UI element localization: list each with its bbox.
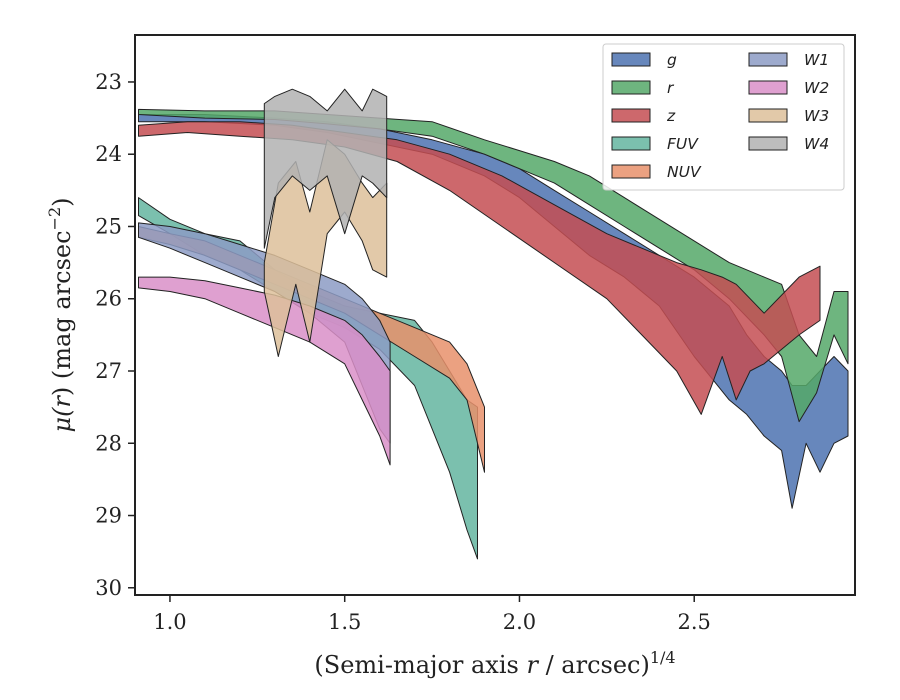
band-z bbox=[138, 121, 821, 415]
legend-label-nuv: NUV bbox=[667, 163, 702, 181]
x-axis-title: (Semi-major axis r / arcsec)1/4 bbox=[314, 648, 675, 679]
legend-label-g: g bbox=[667, 51, 677, 69]
legend-label-z: z bbox=[666, 107, 676, 125]
x-tick-label: 1.0 bbox=[153, 610, 186, 634]
y-tick-label: 25 bbox=[95, 214, 122, 238]
legend-label-w4: W4 bbox=[804, 135, 829, 153]
legend-swatch-fuv bbox=[611, 136, 651, 151]
legend-swatch-z bbox=[611, 108, 651, 123]
legend-swatch-g bbox=[611, 52, 651, 67]
band-r bbox=[138, 108, 849, 423]
axis-ticks: 1.0 1.5 2.0 2.5 23 24 25 26 27 28 29 30 bbox=[95, 70, 711, 634]
legend-swatch-w4 bbox=[748, 136, 788, 151]
x-tick-label: 1.5 bbox=[328, 610, 361, 634]
band-w4 bbox=[263, 88, 388, 249]
legend-label-r: r bbox=[667, 79, 675, 97]
legend-swatch-w1 bbox=[748, 52, 788, 67]
y-tick-label: 27 bbox=[95, 359, 122, 383]
legend-label-fuv: FUV bbox=[667, 135, 699, 153]
legend-swatch-nuv bbox=[611, 164, 651, 179]
legend-label-w3: W3 bbox=[804, 107, 829, 125]
y-tick-label: 26 bbox=[95, 287, 122, 311]
x-tick-label: 2.0 bbox=[503, 610, 536, 634]
legend-label-w2: W2 bbox=[804, 79, 829, 97]
legend-swatch-w2 bbox=[748, 80, 788, 95]
y-tick-label: 29 bbox=[95, 504, 122, 528]
y-tick-label: 28 bbox=[95, 431, 122, 455]
plot-bands bbox=[138, 88, 849, 560]
x-tick-label: 2.5 bbox=[678, 610, 711, 634]
legend: grz FUV NUV W1 W2 W3 W4 bbox=[602, 43, 845, 191]
band-w2 bbox=[138, 276, 391, 466]
y-tick-label: 23 bbox=[95, 70, 122, 94]
legend-swatch-r bbox=[611, 80, 651, 95]
y-tick-label: 24 bbox=[95, 142, 122, 166]
legend-swatch-w3 bbox=[748, 108, 788, 123]
y-tick-label: 30 bbox=[95, 576, 122, 600]
plot-frame bbox=[134, 34, 856, 596]
y-axis-title: μ(r) (mag arcsec−2) bbox=[45, 197, 76, 432]
legend-label-w1: W1 bbox=[804, 51, 829, 69]
